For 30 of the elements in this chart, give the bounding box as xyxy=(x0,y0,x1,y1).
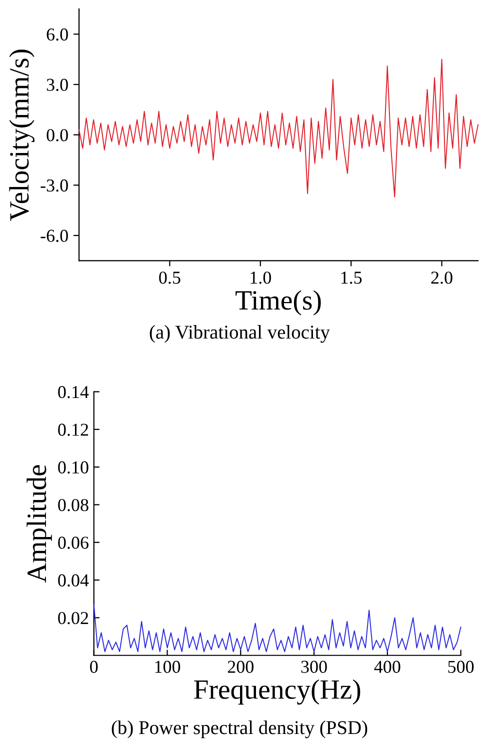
y-tick-label: -6.0 xyxy=(40,230,68,242)
x-tick-label: 200 xyxy=(228,660,254,673)
x-tick-label: 0 xyxy=(90,660,98,673)
line-series xyxy=(78,58,479,198)
y-axis-title: Velocity(mm/s) xyxy=(9,50,34,221)
x-tick-label: 1.5 xyxy=(341,272,362,284)
x-tick-label: 400 xyxy=(374,660,400,673)
y-tick-label: 0.02 xyxy=(58,612,88,624)
y-tick-label: 0.10 xyxy=(58,461,88,474)
text: (b) Power spectral density (PSD) xyxy=(112,720,368,738)
line-series xyxy=(93,604,462,652)
y-tick-label: 0.08 xyxy=(58,498,88,512)
y-tick-label: 0.14 xyxy=(58,386,89,398)
y-tick-label: -3.0 xyxy=(40,179,68,192)
y-tick-label: 6.0 xyxy=(46,28,68,41)
x-tick-label: 100 xyxy=(155,660,180,673)
x-axis-title: Frequency(Hz) xyxy=(194,679,360,705)
y-axis-title: Amplitude xyxy=(26,465,52,583)
x-tick-label: 0.5 xyxy=(159,272,180,284)
x-tick-label: 300 xyxy=(301,660,327,673)
x-tick-label: 2.0 xyxy=(431,272,452,284)
y-tick-label: 3.0 xyxy=(46,78,68,92)
y-tick-label: 0.0 xyxy=(46,129,68,142)
x-tick-label: 1.0 xyxy=(250,272,271,284)
x-tick-label: 500 xyxy=(448,660,474,673)
y-tick-label: 0.12 xyxy=(58,424,88,436)
y-tick-label: 0.06 xyxy=(58,536,88,549)
text: (a) Vibrational velocity xyxy=(150,325,330,343)
x-axis-title: Time(s) xyxy=(236,290,321,316)
y-tick-label: 0.04 xyxy=(58,574,89,587)
